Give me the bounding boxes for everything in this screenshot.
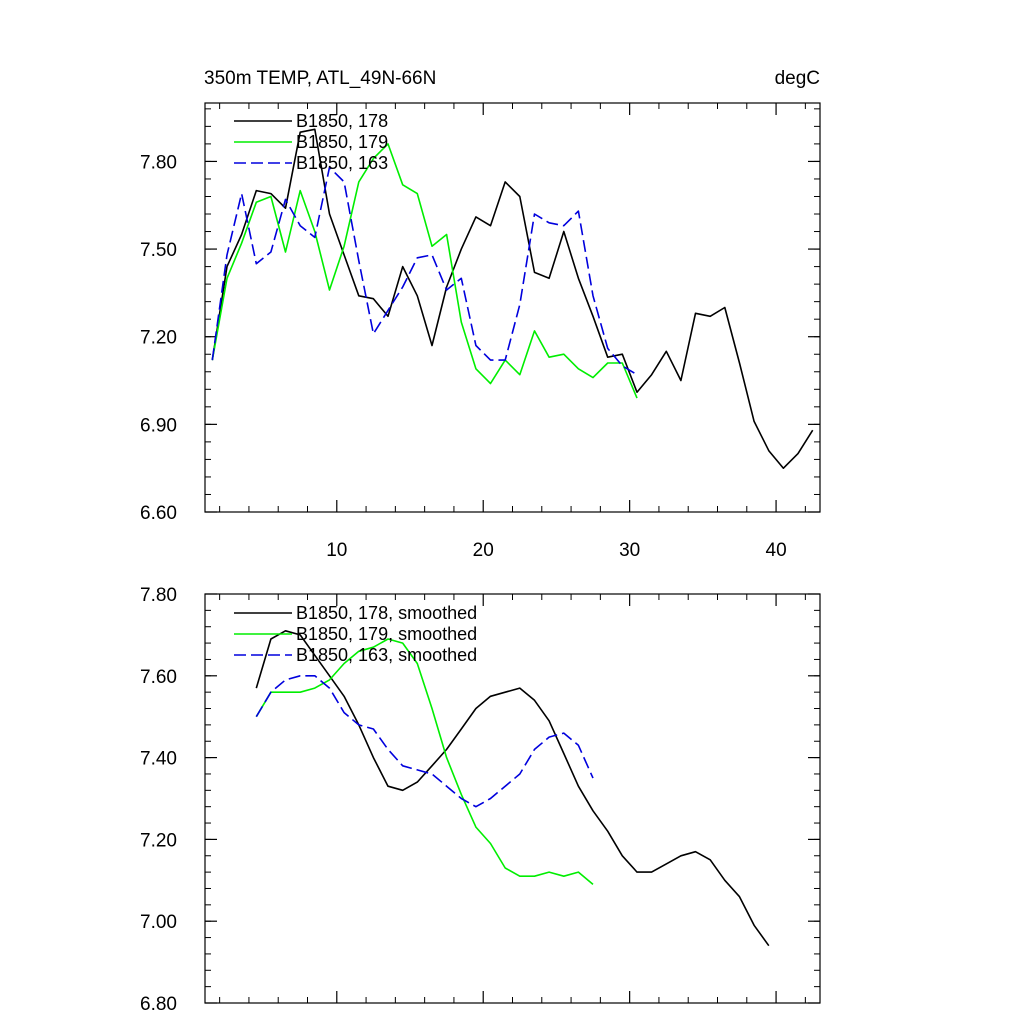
top-legend: B1850, 178 B1850, 179 B1850, 163 bbox=[234, 111, 388, 173]
bottom-axis-ticks: 6.80 7.00 7.20 7.40 7.60 7.80 bbox=[140, 585, 820, 1015]
bottom-y-tick-label: 7.80 bbox=[140, 585, 177, 606]
bottom-y-tick-label: 7.00 bbox=[140, 912, 177, 933]
bottom-series-lines bbox=[255, 629, 770, 947]
top-axis-ticks: 10 20 30 40 6.60 6.90 7.20 7.50 7.80 bbox=[140, 103, 820, 561]
bottom-series-line-3 bbox=[255, 674, 594, 808]
bottom-legend-label-179: B1850, 179, smoothed bbox=[296, 624, 477, 644]
top-x-tick-label: 30 bbox=[619, 540, 640, 561]
top-x-tick-label: 20 bbox=[473, 540, 494, 561]
top-panel: 350m TEMP, ATL_49N-66N degC 10 20 30 40 6.60… bbox=[140, 68, 821, 561]
bottom-series-line-2 bbox=[255, 638, 594, 886]
top-legend-label-163: B1850, 163 bbox=[296, 153, 388, 173]
top-series-line-3 bbox=[211, 166, 638, 376]
top-x-tick-label: 10 bbox=[326, 540, 347, 561]
top-panel-title: 350m TEMP, ATL_49N-66N bbox=[204, 68, 436, 89]
top-y-tick-label: 6.90 bbox=[140, 415, 177, 436]
bottom-legend-label-163: B1850, 163, smoothed bbox=[296, 645, 477, 665]
top-y-tick-label: 7.50 bbox=[140, 240, 177, 261]
top-y-tick-label: 7.80 bbox=[140, 152, 177, 173]
bottom-y-tick-label: 7.20 bbox=[140, 830, 177, 851]
bottom-panel: 6.80 7.00 7.20 7.40 7.60 7.80 B1850, 178, smo… bbox=[140, 585, 821, 1015]
top-series-lines bbox=[211, 128, 814, 470]
top-x-tick-label: 40 bbox=[766, 540, 787, 561]
bottom-y-tick-label: 7.60 bbox=[140, 667, 177, 688]
top-panel-units: degC bbox=[775, 68, 820, 89]
top-series-line-2 bbox=[211, 143, 638, 399]
top-legend-label-178: B1850, 178 bbox=[296, 111, 388, 131]
bottom-y-tick-label: 7.40 bbox=[140, 749, 177, 770]
bottom-series-line-1 bbox=[255, 629, 770, 947]
bottom-legend: B1850, 178, smoothed B1850, 179, smoothe… bbox=[234, 603, 477, 665]
bottom-y-tick-label: 6.80 bbox=[140, 994, 177, 1015]
bottom-legend-label-178: B1850, 178, smoothed bbox=[296, 603, 477, 623]
top-series-line-1 bbox=[211, 128, 814, 470]
top-y-tick-label: 6.60 bbox=[140, 503, 177, 524]
top-y-tick-label: 7.20 bbox=[140, 328, 177, 349]
top-legend-label-179: B1850, 179 bbox=[296, 132, 388, 152]
